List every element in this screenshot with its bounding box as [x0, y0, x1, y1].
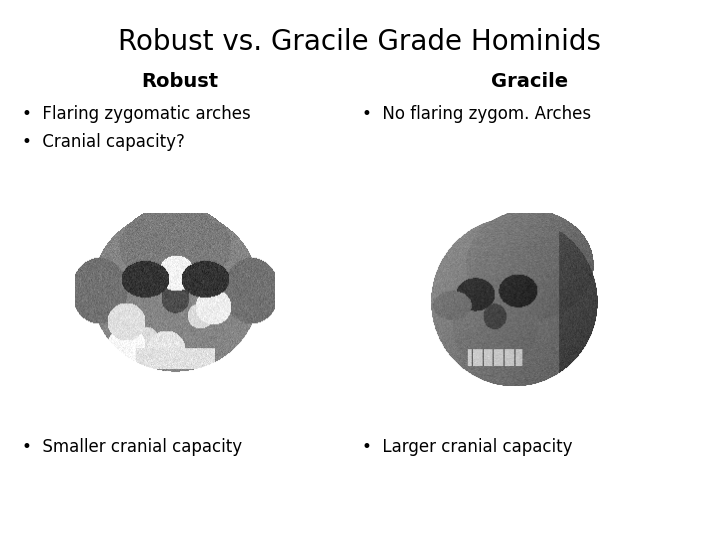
Text: •  Smaller cranial capacity: • Smaller cranial capacity [22, 438, 242, 456]
Text: Robust: Robust [141, 72, 219, 91]
Text: Gracile: Gracile [492, 72, 569, 91]
Text: •  Cranial capacity?: • Cranial capacity? [22, 133, 185, 151]
Text: •  No flaring zygom. Arches: • No flaring zygom. Arches [362, 105, 591, 123]
Text: Robust vs. Gracile Grade Hominids: Robust vs. Gracile Grade Hominids [119, 28, 601, 56]
Text: •  Flaring zygomatic arches: • Flaring zygomatic arches [22, 105, 251, 123]
Text: •  Larger cranial capacity: • Larger cranial capacity [362, 438, 572, 456]
